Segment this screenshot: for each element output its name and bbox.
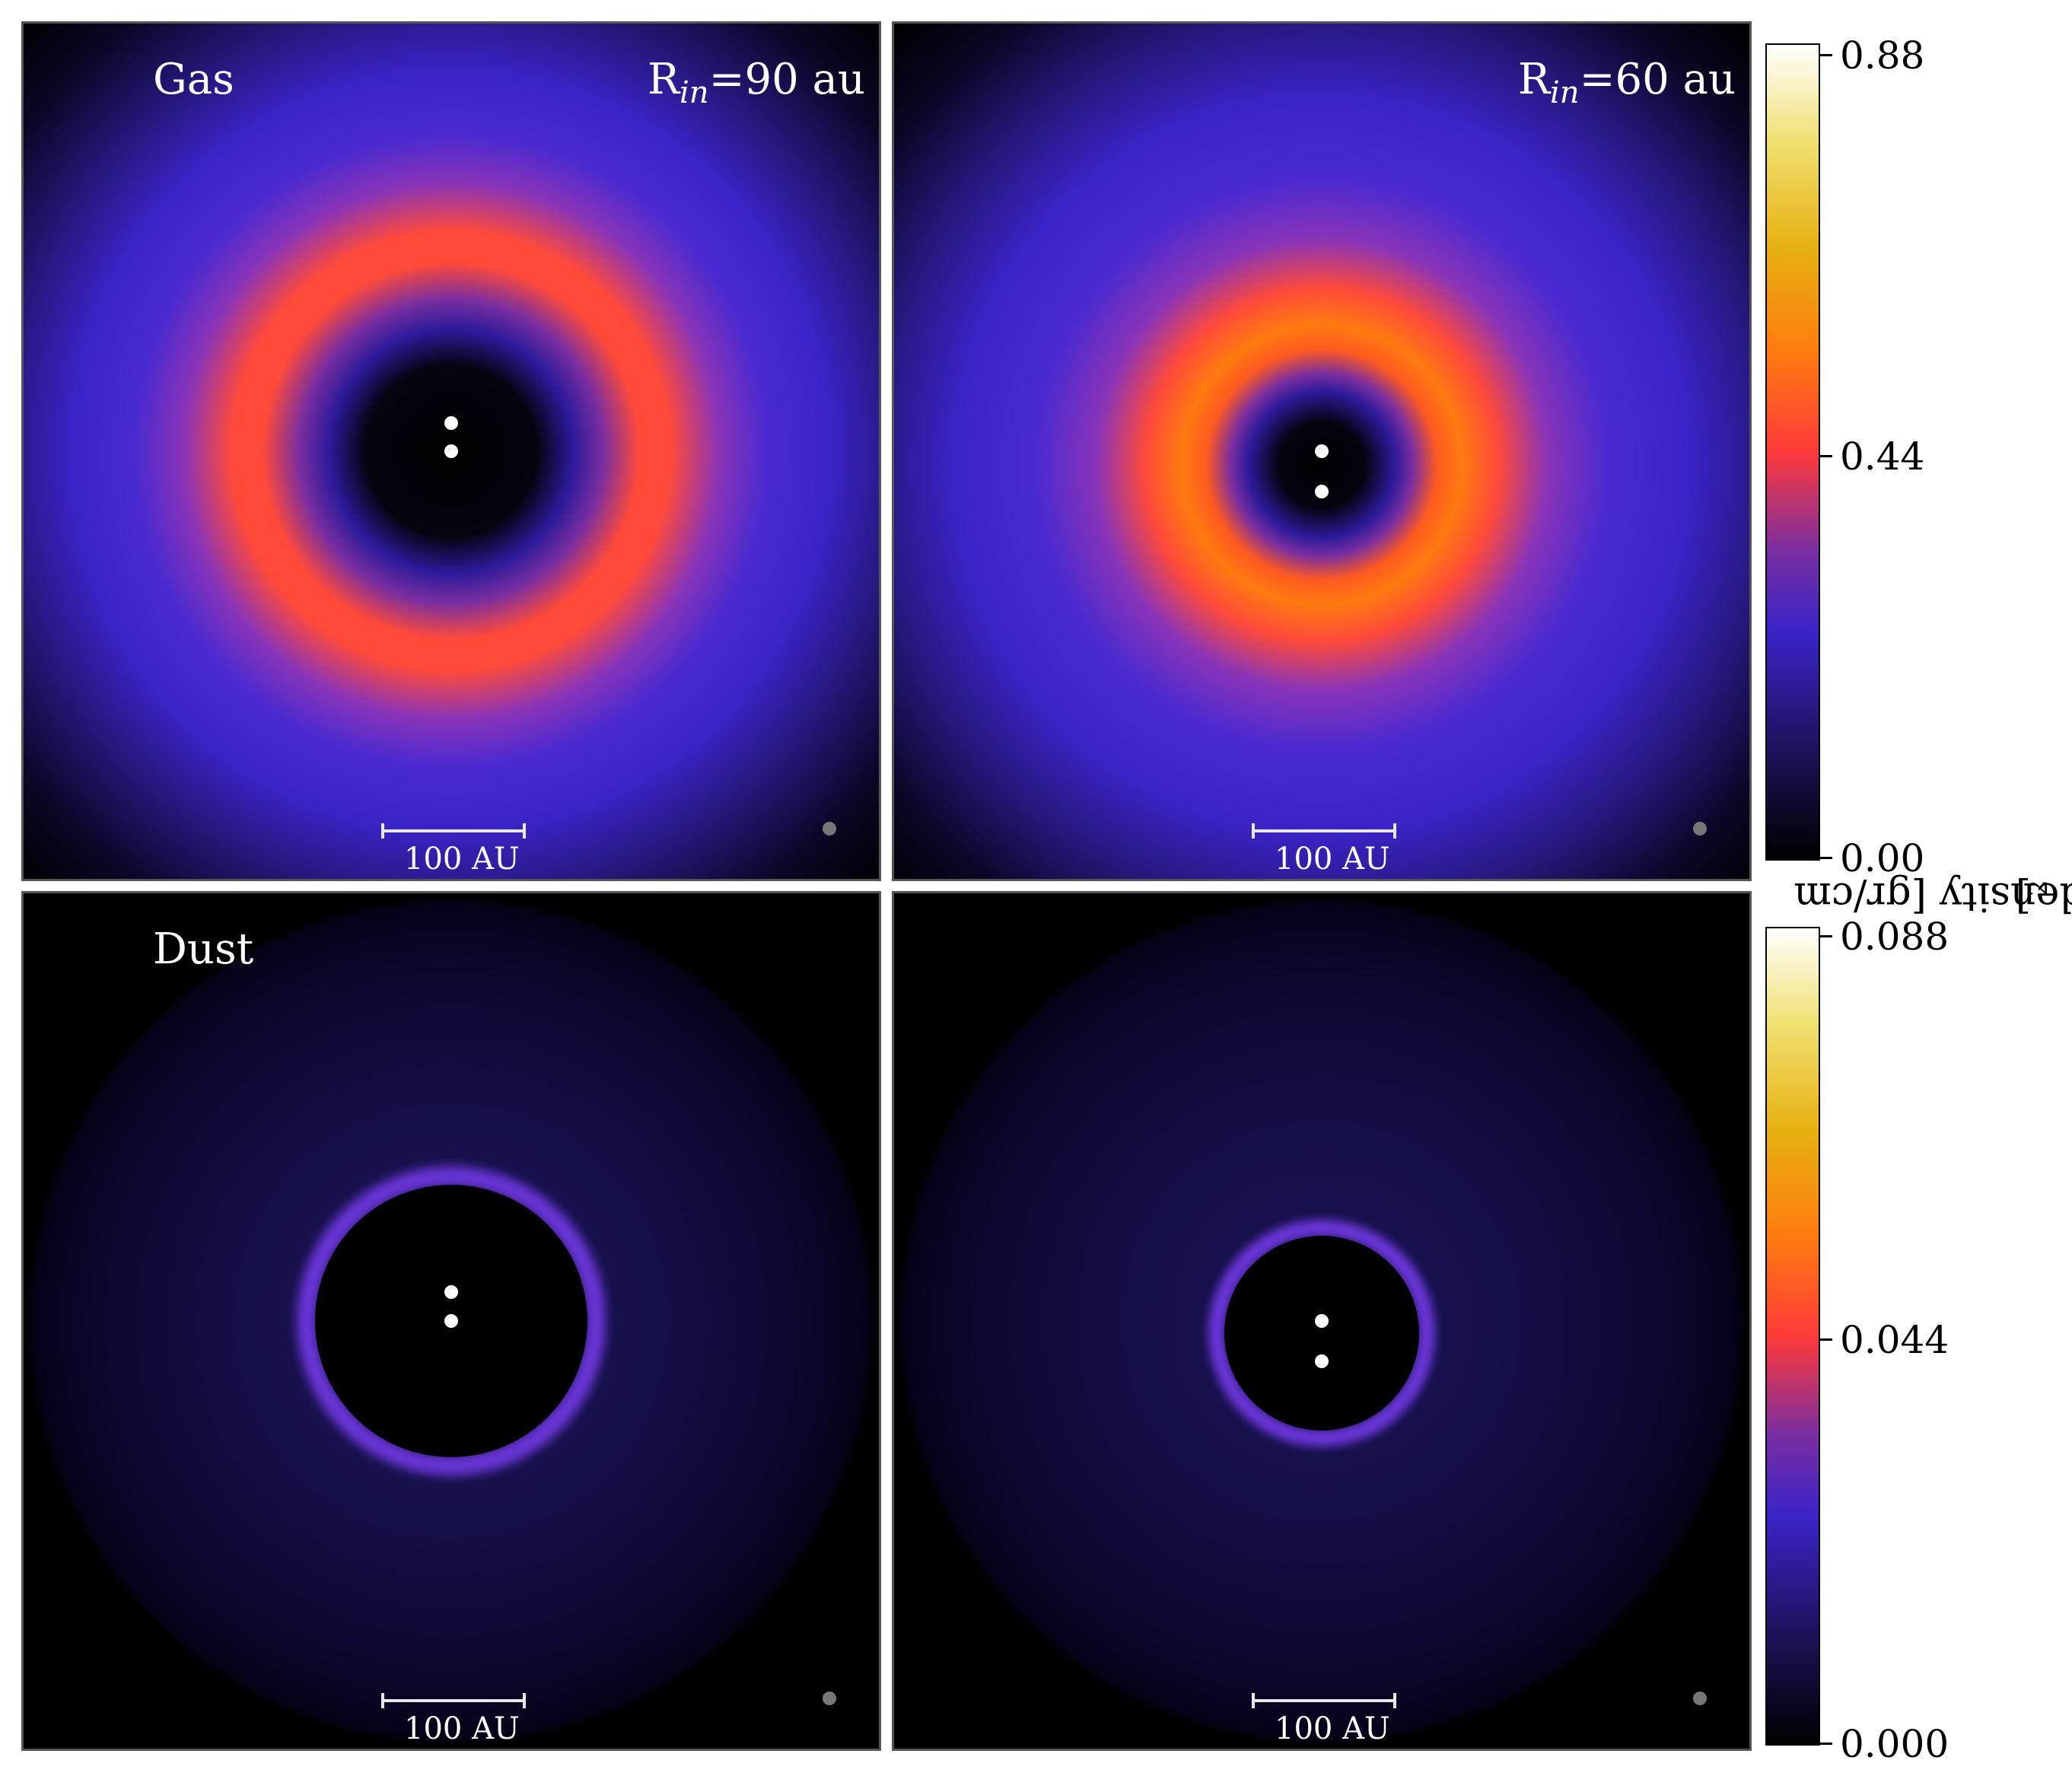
colorbar-gas-tick-label-mid: 0.44	[1840, 434, 1925, 479]
colorbar-dust-tick-label-mid: 0.044	[1840, 1318, 1949, 1362]
binary-star-1	[444, 416, 458, 430]
inner-radius-label-90: Rin=90 au	[647, 55, 865, 111]
binary-star-2	[444, 1314, 458, 1328]
scale-bar-label: 100 AU	[404, 842, 520, 877]
colorbar-dust-tick-min	[1820, 1743, 1832, 1745]
binary-star-2	[1315, 1354, 1329, 1368]
scale-bar	[381, 1693, 526, 1708]
panel-label-dust: Dust	[153, 925, 254, 974]
colorbar-dust-tick-mid	[1820, 1338, 1832, 1341]
scale-bar	[1252, 1693, 1396, 1708]
beam-marker	[823, 1692, 836, 1705]
gas-disk-image-60	[894, 24, 1749, 879]
binary-star-2	[1315, 485, 1329, 498]
binary-star-2	[444, 444, 458, 458]
scale-bar	[381, 823, 526, 839]
beam-marker	[823, 822, 836, 835]
binary-star-1	[444, 1285, 458, 1299]
dust-disk-image-90	[24, 893, 879, 1749]
colorbar-gas	[1765, 43, 1820, 861]
scale-bar-label: 100 AU	[1275, 1711, 1390, 1746]
colorbar-gas-tick-max	[1820, 54, 1832, 56]
panel-label-gas: Gas	[153, 55, 234, 104]
colorbar-gas-tick-mid	[1820, 455, 1832, 457]
panel-gas-rin-60: Rin=60 au 100 AU	[892, 21, 1752, 881]
beam-marker	[1693, 822, 1707, 835]
colorbar-gas-tick-label-max: 0.88	[1840, 33, 1925, 78]
binary-star-1	[1315, 1314, 1329, 1328]
panel-gas-rin-90: Gas Rin=90 au 100 AU	[21, 21, 881, 881]
colorbar-dust	[1765, 927, 1820, 1746]
colorbar-dust-tick-label-max: 0.088	[1840, 915, 1949, 959]
beam-marker	[1693, 1692, 1707, 1705]
dust-ring	[297, 1166, 606, 1475]
panel-dust-rin-90: Dust 100 AU	[21, 891, 881, 1751]
inner-radius-label-60: Rin=60 au	[1517, 55, 1736, 111]
scale-bar	[1252, 823, 1396, 839]
binary-star-1	[1315, 444, 1329, 458]
colorbar-gas-tick-min	[1820, 857, 1832, 859]
dust-disk-image-60	[894, 893, 1749, 1749]
colorbar-gas-tick-label-min: 0.00	[1840, 836, 1925, 880]
scale-bar-label: 100 AU	[1275, 842, 1390, 877]
gas-disk-image-90	[24, 24, 879, 879]
colorbar-dust-tick-label-min: 0.000	[1840, 1722, 1949, 1766]
scale-bar-label: 100 AU	[404, 1711, 520, 1746]
colorbar-dust-tick-max	[1820, 935, 1832, 937]
panel-dust-rin-60: 100 AU	[892, 891, 1752, 1751]
dust-ring	[1208, 1220, 1435, 1447]
